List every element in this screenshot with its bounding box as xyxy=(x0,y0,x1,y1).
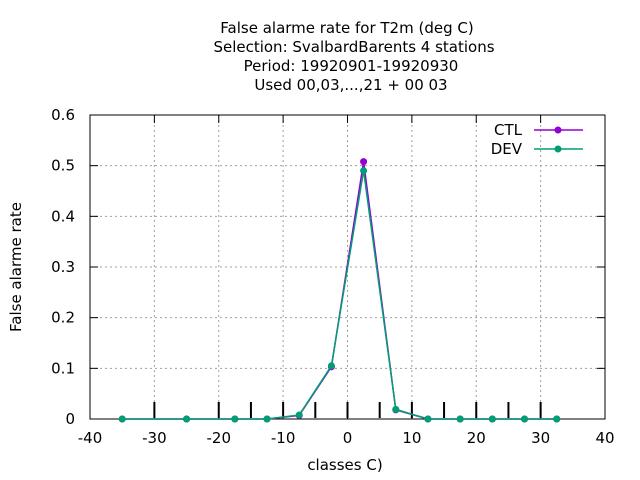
data-point xyxy=(456,415,464,423)
data-point xyxy=(118,415,126,423)
y-tick-label: 0.2 xyxy=(51,309,75,327)
data-point xyxy=(360,158,368,166)
data-point xyxy=(488,415,496,423)
x-tick-label: 40 xyxy=(595,429,614,447)
x-tick-label: -10 xyxy=(271,429,296,447)
x-tick-label: 30 xyxy=(531,429,550,447)
title-line-1: False alarme rate for T2m (deg C) xyxy=(220,19,473,37)
axis-ticks: 0 0.1 0.2 0.3 0.4 0.5 0.6 -40 -30 -20 -10 0 10 20 30 40 xyxy=(51,106,614,447)
y-tick-label: 0 xyxy=(65,410,75,428)
title-line-4: Used 00,03,...,21 + 00 03 xyxy=(254,76,447,94)
legend-swatch-marker xyxy=(554,145,562,153)
x-tick-label: -40 xyxy=(78,429,103,447)
grid xyxy=(90,115,605,419)
series-line xyxy=(122,161,557,420)
data-point xyxy=(327,362,335,370)
legend-swatch-marker xyxy=(554,126,562,134)
y-tick-label: 0.3 xyxy=(51,258,75,276)
y-tick-label: 0.6 xyxy=(51,106,75,124)
x-axis-label: classes C) xyxy=(307,456,382,474)
data-series xyxy=(118,158,561,423)
legend-entry-dev: DEV xyxy=(491,140,583,158)
data-point xyxy=(183,415,191,423)
chart-title: False alarme rate for T2m (deg C) Select… xyxy=(213,19,494,94)
x-tick-label: 10 xyxy=(402,429,421,447)
title-line-3: Period: 19920901-19920930 xyxy=(244,57,459,75)
data-point xyxy=(521,415,529,423)
x-tick-label: -30 xyxy=(142,429,167,447)
legend-label: DEV xyxy=(491,140,523,158)
y-tick-label: 0.4 xyxy=(51,207,75,225)
series-line xyxy=(122,170,557,420)
series-dev xyxy=(118,167,561,423)
data-point xyxy=(295,411,303,419)
y-tick-label: 0.1 xyxy=(51,359,75,377)
x-tick-label: -20 xyxy=(207,429,232,447)
x-tick-label: 20 xyxy=(467,429,486,447)
data-point xyxy=(553,415,561,423)
legend-entry-ctl: CTL xyxy=(494,121,583,139)
x-tick-label: 0 xyxy=(343,429,353,447)
data-point xyxy=(231,415,239,423)
y-axis-label: False alarme rate xyxy=(7,202,25,332)
y-tick-label: 0.5 xyxy=(51,157,75,175)
legend-label: CTL xyxy=(494,121,523,139)
data-point xyxy=(360,167,368,175)
title-line-2: Selection: SvalbardBarents 4 stations xyxy=(213,38,494,56)
data-point xyxy=(263,415,271,423)
series-ctl xyxy=(118,158,561,423)
data-point xyxy=(392,405,400,413)
data-point xyxy=(424,415,432,423)
